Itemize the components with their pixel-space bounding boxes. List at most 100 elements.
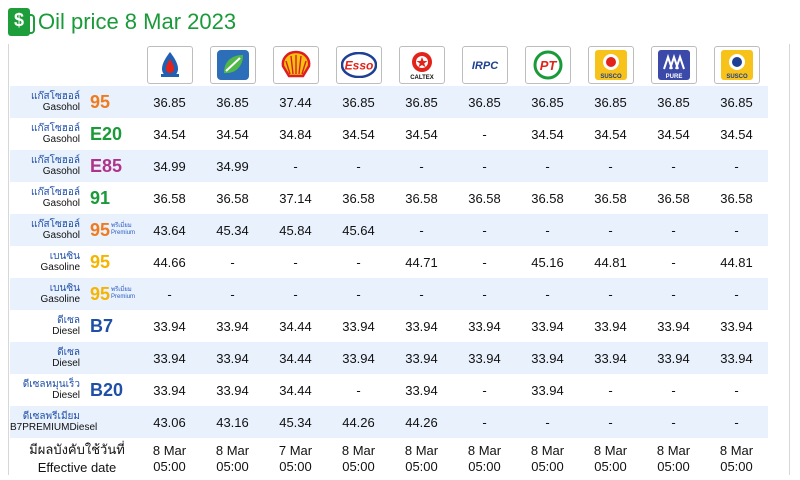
fuel-english-name: Gasoline: [40, 294, 80, 305]
price-cell: 33.94: [705, 342, 768, 374]
price-cell: 36.58: [468, 190, 501, 206]
price-cell: 44.81: [720, 254, 753, 270]
fuel-thai-name: แก๊สโซฮอล์: [31, 155, 80, 166]
fuel-label: ดีเซล Diesel B7: [10, 310, 138, 342]
price-cell: -: [642, 278, 705, 310]
price-row: เบนซิน Gasoline 95 44.66 - - - 44.71 - 45.16 44.81…: [10, 246, 768, 278]
price-row: ดีเซลพรีเมียม B7PREMIUMDiesel 43.06 43.16 45…: [10, 406, 768, 438]
price-cell: 36.85: [579, 86, 642, 118]
svg-text:PURE: PURE: [665, 74, 682, 80]
price-cell: -: [390, 214, 453, 246]
fuel-thai-name: แก๊สโซฮอล์: [31, 91, 80, 102]
price-cell: -: [608, 382, 613, 398]
fuel-thai-name: ดีเซล: [57, 315, 80, 326]
price-cell: 34.44: [264, 342, 327, 374]
svg-text:SUSCO: SUSCO: [600, 74, 622, 80]
price-cell: 34.54: [216, 126, 249, 142]
price-cell: 44.66: [153, 254, 186, 270]
price-cell: 34.54: [405, 126, 438, 142]
price-cell: 36.58: [657, 190, 690, 206]
price-cell: -: [579, 214, 642, 246]
price-cell: 33.94: [327, 342, 390, 374]
price-cell: 45.84: [264, 214, 327, 246]
price-cell: 44.81: [594, 254, 627, 270]
price-cell: 36.85: [516, 86, 579, 118]
irpc-logo: IRPC: [461, 46, 508, 84]
price-cell: -: [482, 254, 487, 270]
fuel-grade: 91: [90, 187, 111, 208]
fuel-type-cell: เบนซิน Gasoline 95: [10, 246, 138, 278]
fuel-type-cell: แก๊สโซฮอล์ Gasohol E20: [10, 118, 138, 150]
caltex-logo: CALTEX: [398, 46, 445, 84]
price-cell: 36.85: [390, 86, 453, 118]
fuel-grade: B7: [90, 315, 114, 336]
price-cell: -: [579, 406, 642, 438]
pure-logo: PURE: [650, 46, 697, 84]
fuel-thai-name: แก๊สโซฮอล์: [31, 187, 80, 198]
effective-date-cell: 8 Mar 05:00: [215, 443, 250, 474]
price-cell: -: [482, 126, 487, 142]
price-cell: -: [579, 150, 642, 182]
price-cell: 34.99: [138, 150, 201, 182]
price-cell: 36.58: [405, 190, 438, 206]
price-cell: -: [453, 214, 516, 246]
price-cell: 34.44: [279, 382, 312, 398]
price-cell: 33.94: [405, 318, 438, 334]
price-cell: 34.99: [201, 150, 264, 182]
price-cell: 33.94: [216, 382, 249, 398]
table-frame: [8, 44, 790, 475]
price-cell: 37.44: [264, 86, 327, 118]
price-cell: -: [264, 278, 327, 310]
ptt-logo: [146, 46, 193, 84]
effective-date-cell: 8 Mar 05:00: [530, 443, 565, 474]
price-cell: 33.94: [216, 318, 249, 334]
price-cell: -: [516, 278, 579, 310]
price-cell: 33.94: [720, 318, 753, 334]
price-cell: -: [356, 382, 361, 398]
price-cell: -: [642, 406, 705, 438]
fuel-type-cell: เบนซิน Gasoline 95 พรีเมี่ยม Premium: [10, 278, 138, 310]
price-cell: 43.64: [138, 214, 201, 246]
price-cell: 45.34: [201, 214, 264, 246]
fuel-label: เบนซิน Gasoline 95 พรีเมี่ยม Premium: [10, 278, 138, 310]
bangchak-logo: [209, 46, 256, 84]
effective-date-cell: 8 Mar 05:00: [467, 443, 502, 474]
premium-label: พรีเมี่ยม Premium: [111, 223, 136, 236]
fuel-label: แก๊สโซฮอล์ Gasohol 95 พรีเมี่ยม Premium: [10, 214, 138, 246]
effective-date-row: มีผลบังคับใช้วันที่ Effective date 8 Mar 05…: [10, 438, 768, 480]
effective-date-cell: 8 Mar 05:00: [656, 443, 691, 474]
price-cell: 44.26: [327, 406, 390, 438]
price-cell: 34.54: [657, 126, 690, 142]
price-cell: -: [671, 382, 676, 398]
price-cell: -: [293, 254, 298, 270]
fuel-english-name: Gasohol: [42, 102, 80, 113]
price-cell: -: [264, 150, 327, 182]
price-cell: 33.94: [405, 382, 438, 398]
price-cell: 34.44: [279, 318, 312, 334]
price-row: ดีเซล Diesel 33.94 33.94 34.44 33.94 33.94 33.9…: [10, 342, 768, 374]
fuel-thai-name: แก๊สโซฮอล์: [31, 123, 80, 134]
fuel-english-name: Diesel: [52, 390, 80, 401]
price-cell: 43.16: [201, 406, 264, 438]
price-cell: 33.94: [153, 318, 186, 334]
price-cell: 34.84: [279, 126, 312, 142]
price-cell: 36.85: [705, 86, 768, 118]
fuel-english-name: Diesel: [52, 358, 80, 369]
price-cell: -: [642, 150, 705, 182]
price-cell: 43.06: [138, 406, 201, 438]
fuel-type-cell: แก๊สโซฮอล์ Gasohol 95 พรีเมี่ยม Premium: [10, 214, 138, 246]
price-cell: 33.94: [594, 318, 627, 334]
price-cell: -: [453, 150, 516, 182]
fuel-english-name: Gasohol: [42, 166, 80, 177]
price-cell: 36.58: [594, 190, 627, 206]
fuel-label: แก๊สโซฮอล์ Gasohol E85: [10, 150, 138, 182]
fuel-type-cell: ดีเซลพรีเมียม B7PREMIUMDiesel: [10, 406, 138, 438]
price-cell: 36.85: [453, 86, 516, 118]
price-cell: 33.94: [516, 342, 579, 374]
price-cell: 45.16: [531, 254, 564, 270]
susco-logo: SUSCO: [587, 46, 634, 84]
price-cell: -: [705, 214, 768, 246]
price-row: แก๊สโซฮอล์ Gasohol E85 34.99 34.99- - - - - - - -: [10, 150, 768, 182]
fuel-grade: 95: [90, 91, 111, 112]
fuel-english-name: Gasohol: [42, 230, 80, 241]
